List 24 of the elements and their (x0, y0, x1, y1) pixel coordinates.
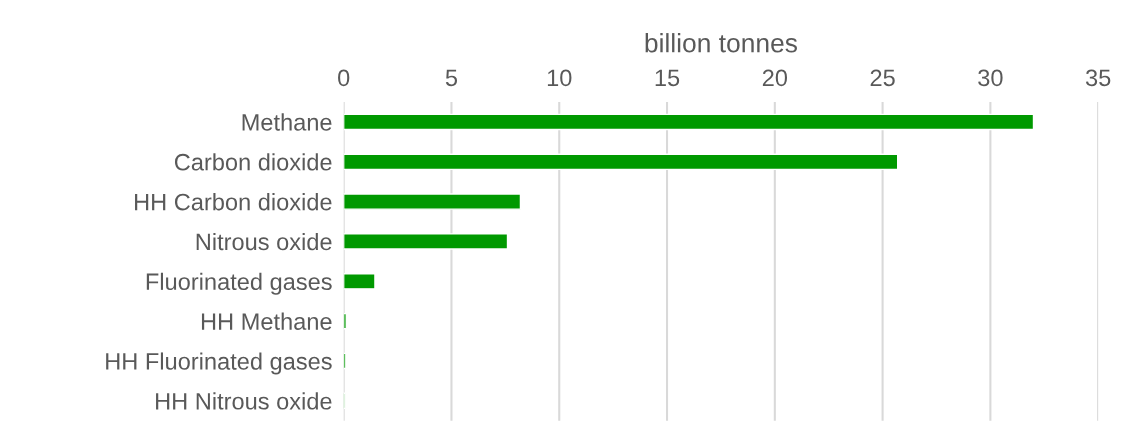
y-tick-label: HH Nitrous oxide (156, 392, 332, 410)
x-tick-label: 30 (978, 69, 1003, 87)
bar (343, 193, 522, 210)
x-tick-label: 25 (870, 69, 895, 87)
y-tick-label: Nitrous oxide (196, 232, 332, 251)
x-tick-label: 0 (338, 69, 350, 87)
y-tick-label: Fluorinated gases (146, 272, 332, 295)
bar (343, 352, 347, 370)
y-tick-label: HH Carbon dioxide (135, 193, 332, 211)
y-tick-label: HH Methane (201, 312, 332, 330)
y-tick-label: Carbon dioxide (174, 153, 332, 171)
x-tick-label: 20 (762, 69, 788, 87)
bar (343, 312, 347, 330)
bar (343, 273, 376, 290)
x-tick-label: 5 (445, 69, 458, 87)
y-tick-label: Methane (242, 113, 332, 131)
bar (343, 153, 899, 171)
x-tick-label: 15 (655, 69, 680, 87)
x-axis-title: billion tonnes (645, 33, 797, 53)
x-tick-label: 10 (547, 69, 572, 87)
x-tick-label: 35 (1085, 69, 1111, 87)
bar (343, 113, 1035, 131)
bar (343, 233, 509, 250)
y-tick-label: HH Fluorinated gases (106, 352, 332, 375)
